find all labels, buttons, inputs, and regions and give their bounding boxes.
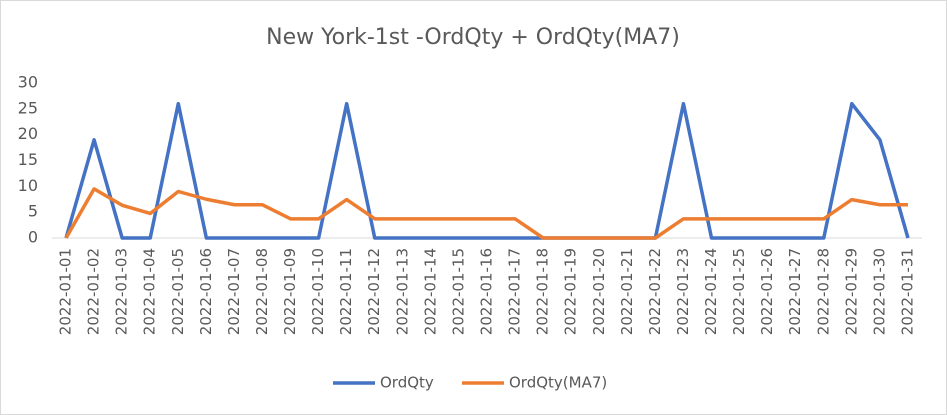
x-tick-label: 2022-01-08 — [253, 248, 271, 335]
y-tick-label: 30 — [18, 73, 38, 92]
legend-label: OrdQty — [380, 374, 434, 392]
series-line — [64, 101, 910, 240]
x-tick-label: 2022-01-22 — [646, 248, 664, 335]
x-tick-label: 2022-01-09 — [281, 248, 299, 335]
x-tick-label: 2022-01-03 — [113, 248, 131, 335]
x-tick-label: 2022-01-10 — [309, 248, 327, 335]
x-tick-label: 2022-01-02 — [85, 248, 103, 335]
y-tick-label: 15 — [18, 150, 38, 169]
x-tick-label: 2022-01-21 — [618, 248, 636, 335]
x-tick-label: 2022-01-07 — [225, 248, 243, 335]
x-tick-label: 2022-01-01 — [57, 248, 75, 335]
x-tick-label: 2022-01-23 — [674, 248, 692, 335]
x-tick-label: 2022-01-29 — [842, 248, 860, 335]
y-tick-label: 20 — [18, 124, 38, 143]
y-tick-label: 5 — [28, 202, 38, 221]
x-tick-label: 2022-01-27 — [786, 248, 804, 335]
x-tick-label: 2022-01-17 — [506, 248, 524, 335]
x-tick-label: 2022-01-31 — [898, 248, 916, 335]
x-tick-label: 2022-01-25 — [730, 248, 748, 335]
x-tick-label: 2022-01-13 — [393, 248, 411, 335]
x-tick-label: 2022-01-30 — [870, 248, 888, 335]
x-tick-label: 2022-01-19 — [562, 248, 580, 335]
chart-title: New York-1st -OrdQty + OrdQty(MA7) — [266, 25, 680, 50]
x-tick-label: 2022-01-18 — [534, 248, 552, 335]
x-tick-label: 2022-01-06 — [197, 248, 215, 335]
x-tick-label: 2022-01-12 — [365, 248, 383, 335]
x-tick-label: 2022-01-11 — [337, 248, 355, 335]
x-tick-label: 2022-01-26 — [758, 248, 776, 335]
x-tick-label: 2022-01-04 — [141, 248, 159, 335]
x-tick-label: 2022-01-24 — [702, 248, 720, 335]
y-tick-label: 25 — [18, 98, 38, 117]
x-tick-label: 2022-01-16 — [478, 248, 496, 335]
x-tick-label: 2022-01-05 — [169, 248, 187, 335]
x-tick-label: 2022-01-15 — [449, 248, 467, 335]
x-tick-label: 2022-01-20 — [590, 248, 608, 335]
series-line — [64, 187, 908, 240]
y-tick-label: 0 — [28, 228, 38, 247]
legend-label: OrdQty(MA7) — [509, 374, 607, 392]
x-tick-label: 2022-01-14 — [421, 248, 439, 335]
x-tick-label: 2022-01-28 — [814, 248, 832, 335]
y-tick-label: 10 — [18, 176, 38, 195]
